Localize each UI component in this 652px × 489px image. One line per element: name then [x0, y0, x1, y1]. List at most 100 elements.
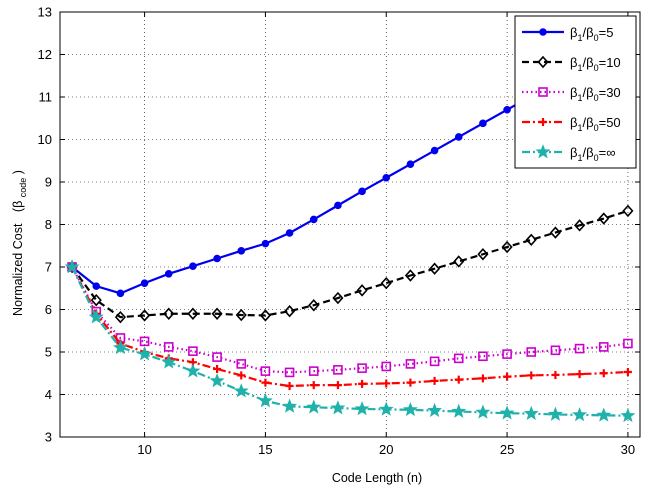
data-point: [333, 381, 342, 390]
data-point: [382, 379, 391, 388]
data-point: [237, 371, 246, 380]
legend-entry-3: β1/β0=50: [522, 115, 621, 133]
data-point: [332, 291, 344, 305]
x-tick-label: 25: [500, 442, 514, 457]
legend-label-sub: 0: [594, 123, 599, 133]
legend-label: β1/β0=50: [570, 115, 621, 133]
data-point: [453, 255, 465, 268]
legend-label-symbol: β: [570, 145, 577, 160]
legend-label: β1/β0=5: [570, 25, 613, 43]
y-tick-label: 9: [45, 175, 52, 190]
data-point: [358, 187, 366, 196]
legend-entry-0: β1/β0=5: [522, 25, 613, 43]
data-point: [453, 353, 464, 364]
data-point: [599, 369, 608, 378]
data-point: [92, 282, 101, 290]
data-point: [430, 146, 439, 155]
data-point: [185, 363, 201, 378]
data-point: [163, 307, 175, 320]
data-point: [209, 373, 225, 388]
legend-label-sub: 0: [594, 93, 599, 103]
data-point: [575, 370, 584, 379]
data-point: [475, 404, 491, 419]
data-point: [259, 309, 271, 322]
y-tick-label: 13: [38, 5, 52, 20]
legend-label-symbol: /β: [583, 25, 594, 40]
data-point: [502, 349, 512, 359]
data-point: [161, 354, 177, 369]
data-point: [308, 366, 319, 376]
data-point: [380, 276, 392, 290]
legend-label-symbol: β: [570, 25, 577, 40]
data-point: [501, 240, 513, 254]
data-point: [574, 343, 585, 354]
legend-label-symbol: /β: [583, 115, 594, 130]
data-point: [261, 378, 270, 387]
data-point: [261, 239, 270, 248]
data-point: [213, 365, 222, 373]
legend-label-symbol: β: [570, 55, 577, 70]
legend-swatch-marker: [535, 144, 551, 159]
legend-label: β1/β0=30: [570, 85, 621, 103]
data-point: [114, 310, 126, 324]
data-point: [598, 212, 610, 225]
data-point: [330, 400, 346, 415]
data-point: [622, 204, 634, 218]
data-point: [235, 308, 247, 322]
data-point: [550, 345, 561, 356]
y-tick-label: 5: [45, 345, 52, 360]
data-point: [257, 393, 273, 408]
legend-label-symbol: β: [570, 85, 577, 100]
data-point: [405, 359, 416, 369]
data-point: [378, 401, 394, 416]
series-layer: [64, 37, 636, 423]
legend-entry-2: β1/β0=30: [522, 85, 621, 103]
legend-entry-4: β1/β0=∞: [522, 144, 615, 163]
data-point: [451, 403, 467, 418]
data-point: [478, 351, 488, 362]
data-point: [211, 307, 223, 320]
data-point: [430, 376, 439, 385]
y-axis-label: Normalized Cost (β code ): [11, 170, 29, 316]
x-axis-label: Code Length (n): [332, 471, 422, 485]
data-point: [112, 339, 128, 355]
data-point: [406, 378, 415, 387]
data-point: [334, 201, 342, 210]
legend-label-sub: 1: [577, 153, 582, 163]
data-point: [574, 219, 586, 232]
data-point: [523, 405, 539, 420]
y-axis-label-paren: (β: [11, 201, 25, 212]
legend-label-value: =50: [599, 115, 621, 130]
data-point: [572, 407, 588, 422]
data-point: [527, 371, 536, 380]
data-point: [260, 366, 271, 376]
legend-label-symbol: β: [570, 115, 577, 130]
legend-label-value: =30: [599, 85, 621, 100]
data-point: [213, 254, 221, 263]
y-tick-label: 10: [38, 132, 52, 147]
legend-swatch-marker: [537, 55, 549, 69]
y-axis-label-end: ): [11, 170, 25, 174]
legend-label-sub: 1: [577, 93, 582, 103]
data-point: [64, 259, 80, 274]
x-tick-label: 30: [621, 442, 635, 457]
data-point: [429, 262, 441, 275]
data-point: [354, 401, 370, 416]
data-point: [402, 401, 418, 417]
legend-label-sub: 0: [594, 153, 599, 163]
data-point: [308, 299, 320, 312]
data-point: [212, 352, 222, 362]
legend-swatch-marker: [539, 28, 547, 36]
series-line: [71, 266, 628, 388]
data-point: [477, 248, 489, 261]
grid: [60, 11, 640, 438]
data-point: [285, 382, 294, 390]
data-point: [188, 346, 198, 356]
data-point: [285, 229, 294, 237]
legend-swatch-marker: [539, 118, 547, 126]
data-point: [139, 309, 151, 322]
x-tick-label: 15: [258, 442, 272, 457]
